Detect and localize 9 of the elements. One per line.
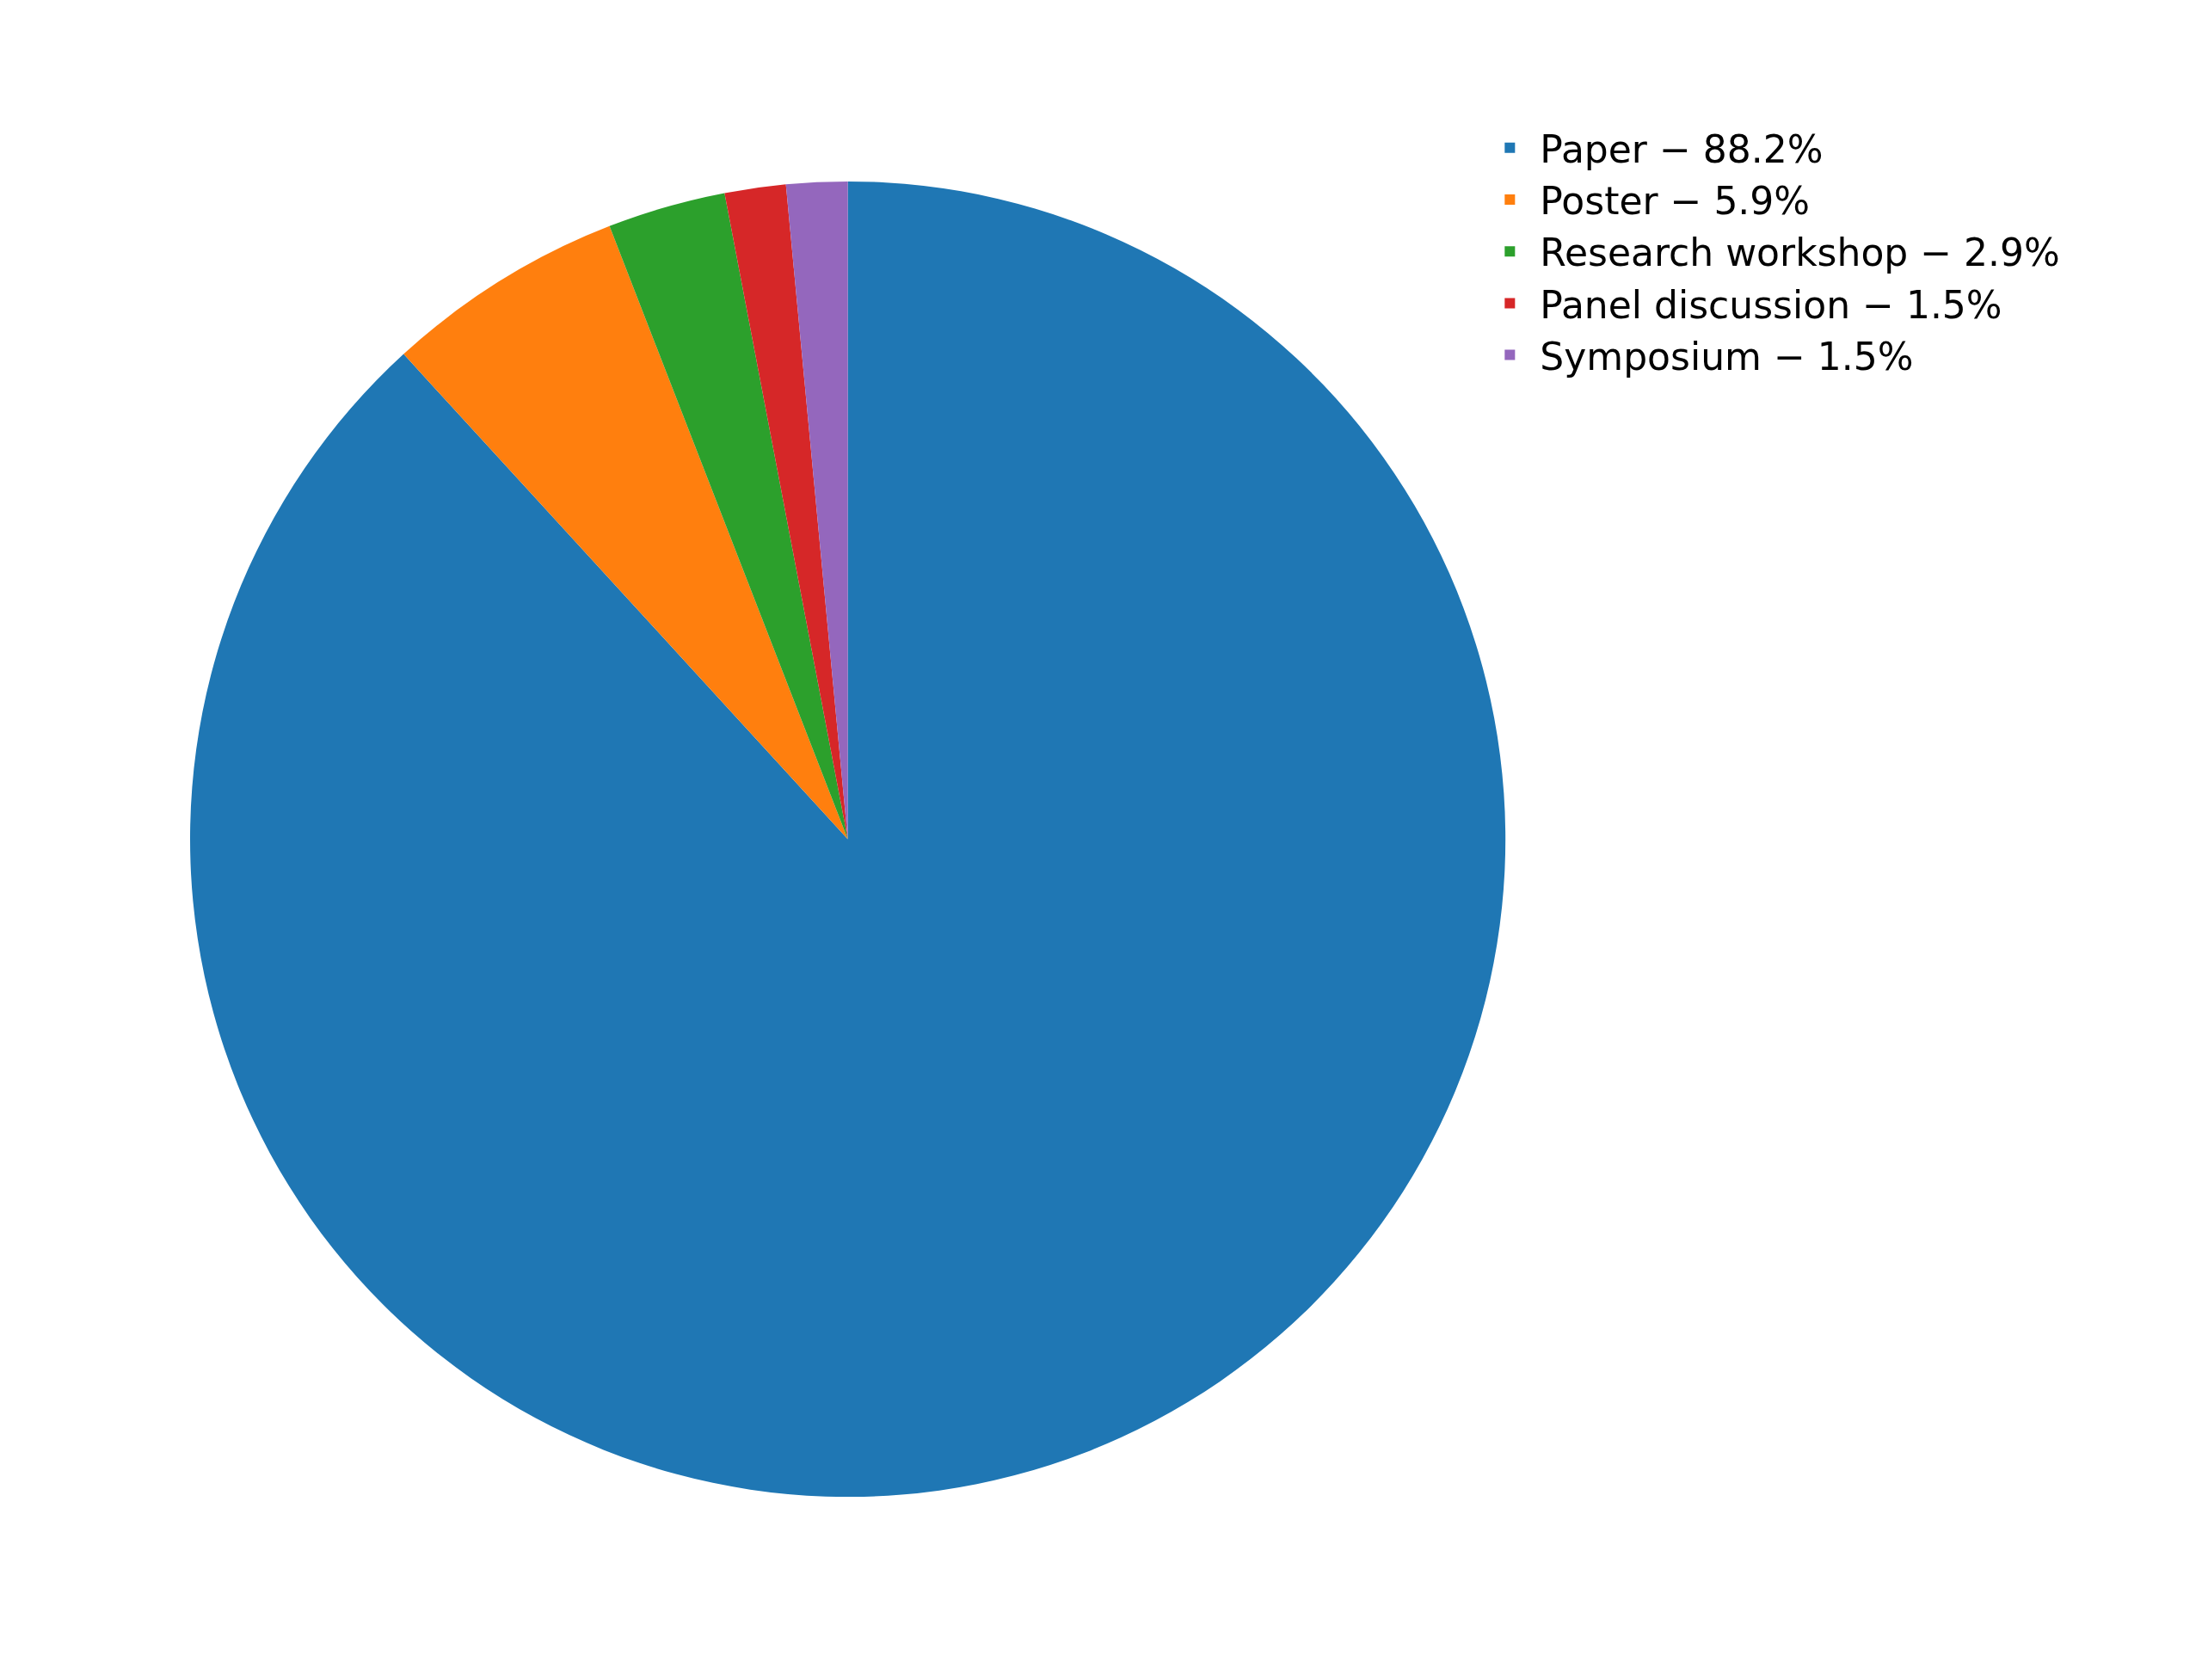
pie-slice xyxy=(191,181,1505,1497)
legend-label: Paper − 88.2% xyxy=(1540,126,1824,171)
pie-slice xyxy=(785,181,848,840)
legend-label: Panel discussion − 1.5% xyxy=(1540,282,2002,327)
legend-label: Research workshop − 2.9% xyxy=(1540,231,2060,275)
legend-label: Symposium − 1.5% xyxy=(1540,334,1914,378)
legend-label: Poster − 5.9% xyxy=(1540,179,1811,224)
pie-slice xyxy=(403,225,848,840)
pie-slice xyxy=(609,193,848,840)
